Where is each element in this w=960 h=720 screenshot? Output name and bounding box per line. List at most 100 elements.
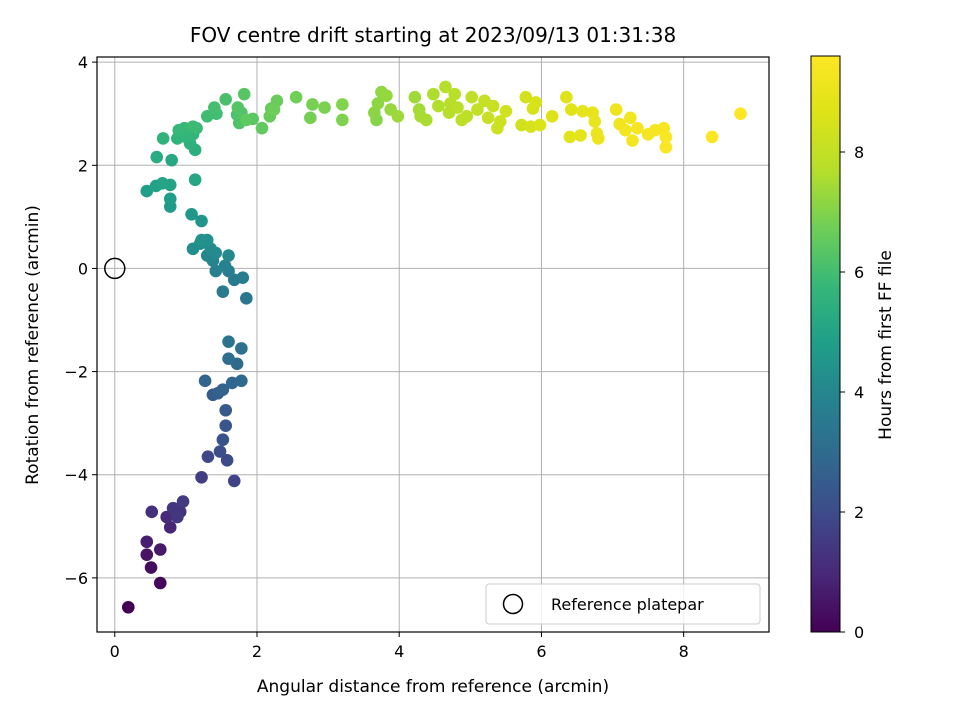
data-point	[391, 110, 405, 123]
reference-platepar-marker	[104, 257, 126, 280]
x-tick-label: 0	[110, 642, 120, 661]
data-point	[153, 543, 167, 556]
data-point	[563, 130, 577, 144]
data-point	[218, 259, 232, 273]
data-point	[624, 111, 637, 125]
x-axis-title: Angular distance from reference (arcmin)	[257, 677, 609, 697]
legend-marker	[502, 593, 524, 615]
data-point	[439, 80, 452, 94]
data-point	[140, 535, 154, 549]
data-point	[160, 510, 173, 524]
plot-frame	[96, 56, 770, 633]
data-point	[705, 130, 719, 144]
data-point	[144, 561, 158, 574]
data-point	[448, 87, 461, 101]
data-point	[289, 90, 303, 104]
colorbar: 0 2 4 6 8 Hours from first FF file	[810, 55, 896, 642]
data-point	[609, 103, 623, 116]
data-point	[574, 129, 587, 142]
data-point	[222, 335, 235, 348]
x-tick-label: 4	[394, 642, 404, 661]
colorbar-gradient	[810, 55, 841, 633]
chart-title: FOV centre drift starting at 2023/09/13 …	[190, 23, 676, 47]
data-point	[255, 121, 269, 135]
data-point	[626, 134, 639, 147]
data-point	[153, 576, 167, 590]
colorbar-tick-label: 6	[854, 263, 864, 282]
data-point	[588, 115, 602, 128]
data-point	[156, 177, 169, 190]
colorbar-ticks: 0 2 4 6 8	[840, 143, 864, 642]
colorbar-tick-label: 8	[854, 143, 864, 162]
data-point	[216, 285, 230, 298]
colorbar-tick-label: 0	[854, 623, 864, 642]
y-tick-label: −6	[64, 569, 88, 588]
data-point	[432, 99, 445, 113]
y-axis-title: Rotation from reference (arcmin)	[23, 205, 43, 485]
data-point	[195, 470, 208, 484]
data-point	[519, 90, 533, 104]
data-point	[219, 403, 233, 417]
data-point	[219, 92, 233, 106]
data-point	[460, 110, 474, 123]
data-point	[216, 433, 230, 446]
colorbar-tick-label: 4	[854, 383, 864, 402]
data-point	[195, 214, 208, 228]
data-point	[237, 87, 251, 101]
data-point	[163, 521, 177, 534]
legend-box	[485, 583, 761, 625]
data-point	[222, 249, 235, 262]
data-point	[336, 98, 349, 111]
data-point	[576, 104, 589, 118]
data-point	[560, 90, 573, 104]
data-point	[486, 99, 500, 113]
data-point	[208, 101, 221, 114]
y-tick-label: 4	[78, 53, 88, 72]
data-point	[227, 474, 241, 488]
legend: Reference platepar	[485, 583, 761, 625]
data-point	[165, 153, 178, 167]
data-points	[104, 80, 747, 614]
data-point	[201, 450, 215, 463]
data-point	[231, 101, 245, 114]
data-point	[481, 111, 495, 125]
data-point	[150, 150, 164, 164]
data-point	[236, 271, 250, 285]
data-point	[515, 118, 528, 132]
data-point	[533, 118, 547, 132]
data-point	[419, 113, 433, 127]
data-point	[198, 374, 212, 388]
colorbar-tick-label: 2	[854, 503, 864, 522]
data-point	[427, 87, 440, 101]
y-tick-label: −2	[64, 363, 88, 382]
data-point	[659, 140, 673, 154]
data-point	[222, 352, 235, 365]
data-point	[220, 453, 234, 467]
data-point	[565, 103, 578, 116]
data-point	[631, 121, 644, 135]
data-point	[451, 101, 464, 114]
data-point	[188, 173, 202, 187]
data-point	[235, 374, 248, 388]
data-point	[306, 98, 319, 111]
data-point	[493, 115, 507, 128]
data-point	[176, 495, 190, 508]
data-point	[659, 130, 673, 144]
x-axis-ticks: 0 2 4 6 8	[110, 632, 689, 661]
data-point	[336, 113, 349, 127]
data-point	[240, 113, 253, 127]
data-point	[408, 90, 422, 104]
data-point	[545, 110, 559, 123]
data-point	[156, 132, 170, 145]
data-point	[140, 548, 154, 561]
y-tick-label: 0	[78, 259, 88, 278]
data-point	[140, 184, 154, 198]
data-point	[267, 103, 281, 116]
x-tick-label: 6	[536, 642, 546, 661]
x-tick-label: 2	[252, 642, 262, 661]
data-point	[619, 123, 632, 137]
data-point	[163, 192, 177, 206]
data-point	[499, 104, 513, 118]
data-point	[171, 510, 184, 524]
